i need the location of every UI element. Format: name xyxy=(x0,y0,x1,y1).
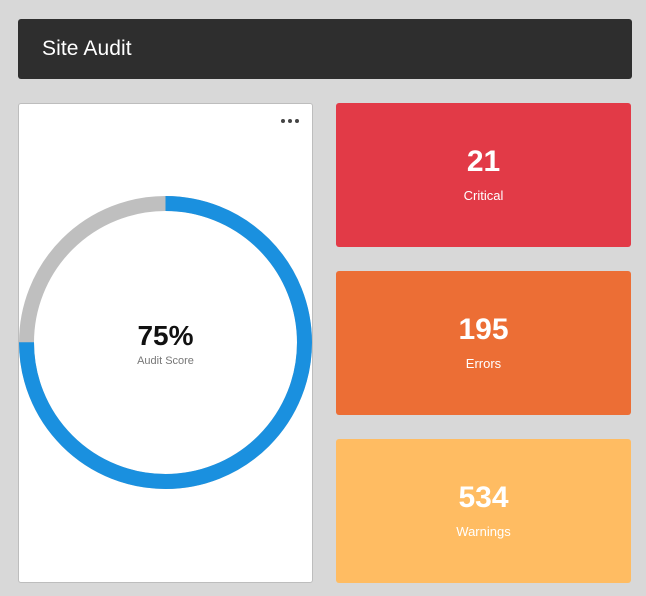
errors-label: Errors xyxy=(465,356,502,371)
audit-score-label: Audit Score xyxy=(137,355,194,367)
gauge-progress xyxy=(19,196,312,489)
critical-label: Critical xyxy=(463,188,504,203)
page-header: Site Audit xyxy=(18,19,632,79)
audit-score-value: 75% xyxy=(137,320,194,351)
warnings-tile[interactable]: 534 Warnings xyxy=(336,439,631,583)
audit-score-card: 75% Audit Score xyxy=(18,103,313,583)
errors-count: 195 xyxy=(458,313,509,346)
errors-tile[interactable]: 195 Errors xyxy=(336,271,631,415)
critical-count: 21 xyxy=(466,145,501,178)
menu-dot xyxy=(295,119,299,123)
more-options-icon[interactable] xyxy=(281,114,299,128)
warnings-count: 534 xyxy=(458,481,509,514)
menu-dot xyxy=(288,119,292,123)
critical-tile[interactable]: 21 Critical xyxy=(336,103,631,247)
menu-dot xyxy=(281,119,285,123)
warnings-label: Warnings xyxy=(456,524,511,539)
audit-score-gauge xyxy=(19,196,312,489)
page-title: Site Audit xyxy=(42,37,132,60)
